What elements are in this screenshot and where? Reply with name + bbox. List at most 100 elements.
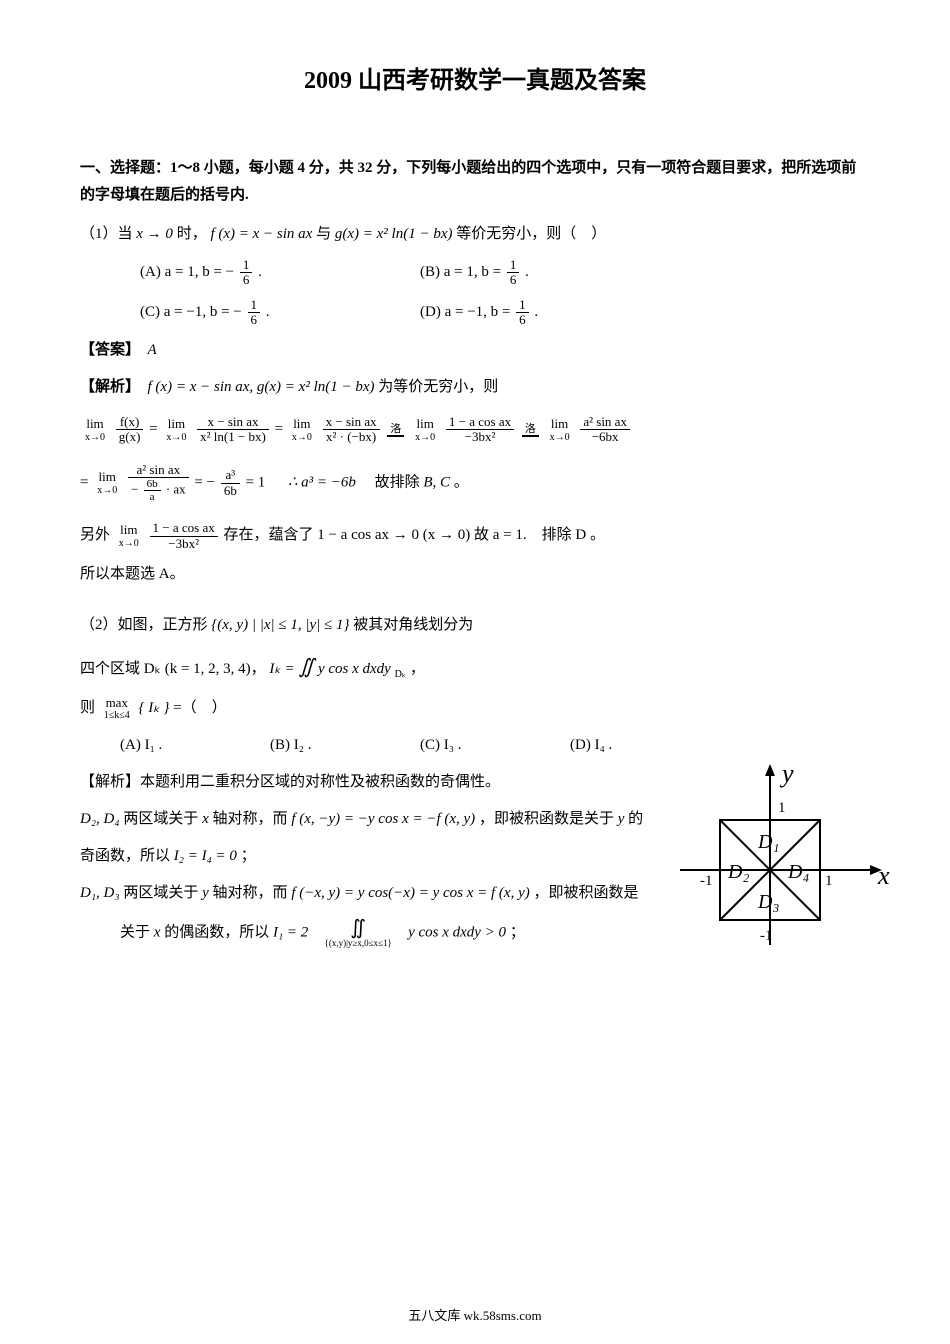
txt: max	[101, 696, 133, 710]
txt: 轴对称，而	[213, 811, 288, 827]
txt: f (x, −y) = −y cos x = −f (x, y)	[291, 811, 475, 827]
x-label: x	[877, 861, 890, 890]
txt: B, C	[423, 474, 450, 490]
frac: x − sin axx² · (−bx)	[323, 415, 380, 445]
tick-1-top: 1	[778, 800, 786, 816]
txt: lim	[163, 417, 189, 431]
q2-stem-l2: 四个区域 Dₖ (k = 1, 2, 3, 4)， Iₖ = ∬ y cos x…	[80, 649, 870, 685]
diagram-svg: y x 1 1 -1 -1 D₁ D₂ D₃ D₄	[660, 760, 890, 960]
txt: lim	[94, 470, 120, 484]
frac: 1 6	[240, 258, 253, 288]
txt: { Iₖ }	[139, 700, 170, 716]
integral-icon: ∬	[322, 917, 395, 939]
txt: ；	[241, 848, 256, 864]
txt: = 1	[246, 474, 266, 490]
txt: 两区域关于	[123, 885, 198, 901]
q1-options-row2: (C) a = −1, b = − 1 6 . (D) a = −1, b = …	[140, 298, 870, 328]
eq: =	[80, 474, 88, 490]
txt: 与	[316, 226, 331, 242]
txt: Iₖ =	[269, 661, 298, 677]
txt: .	[266, 304, 270, 320]
txt: x→0	[547, 432, 573, 443]
int-block: ∬ {(x,y)|y≥x,0≤x≤1}	[322, 917, 395, 949]
den: −6bx	[580, 430, 630, 444]
txt: {(x, y) | |x| ≤ 1, |y| ≤ 1}	[211, 617, 349, 633]
den: 6	[516, 313, 529, 327]
lim: limx→0	[116, 523, 142, 548]
sub: {(x,y)|y≥x,0≤x≤1}	[322, 939, 395, 949]
page-title: 2009 山西考研数学一真题及答案	[80, 60, 870, 95]
txt: g(x) = x² ln(1 − bx)	[335, 226, 453, 242]
eq: =	[149, 421, 157, 437]
txt: I₂ = I₄ = 0	[174, 848, 237, 864]
txt: ∴ a³ = −6b	[288, 474, 356, 490]
num: a² sin ax	[580, 415, 630, 430]
num: 1	[516, 298, 529, 313]
num: 1	[507, 258, 520, 273]
num: f(x)	[116, 415, 144, 430]
analysis-label: 【解析】	[80, 374, 140, 401]
txt: 洛	[387, 423, 404, 435]
txt: 故 a = 1. 排除 D 。	[474, 528, 605, 544]
txt: lim	[412, 417, 438, 431]
txt: x	[202, 811, 209, 827]
txt: .	[258, 264, 262, 280]
txt: y	[618, 811, 625, 827]
den: x² · (−bx)	[323, 430, 380, 444]
txt: I₁ = 2	[273, 924, 308, 940]
frac: 1 6	[507, 258, 520, 288]
frac: x − sin axx² ln(1 − bx)	[197, 415, 269, 445]
txt: =（ ）	[173, 700, 226, 716]
txt: lim	[116, 523, 142, 537]
den: g(x)	[116, 430, 144, 444]
txt: .	[534, 304, 538, 320]
lim: limx→0	[94, 470, 120, 495]
region-d4: D₄	[787, 861, 809, 883]
eq: =	[275, 421, 283, 437]
lim: limx→0	[289, 417, 315, 442]
txt: ，	[410, 661, 425, 677]
txt: ，即被积函数是	[533, 885, 638, 901]
luo: 洛	[387, 423, 404, 437]
opt-b: (B) I₂ .	[270, 732, 420, 759]
txt: 则	[80, 700, 95, 716]
num: 1 − a cos ax	[150, 521, 218, 536]
txt: 1≤k≤4	[101, 710, 133, 721]
txt: ；	[510, 924, 525, 940]
page-footer: 五八文库 wk.58sms.com	[0, 1305, 950, 1324]
luo: 洛	[522, 423, 539, 437]
txt: （1）当	[80, 226, 133, 242]
lim: limx→0	[547, 417, 573, 442]
limit-expression-2: = limx→0 a² sin ax − 6ba · ax = − a³6b =…	[80, 463, 870, 503]
frac: a² sin ax−6bx	[580, 415, 630, 445]
frac: 1 6	[248, 298, 261, 328]
opt-d: (D) I₄ .	[570, 732, 720, 759]
q1-stem: （1）当 x → 0 时， f (x) = x − sin ax 与 g(x) …	[80, 221, 870, 248]
txt: 两区域关于	[123, 811, 198, 827]
lim: limx→0	[163, 417, 189, 442]
so-a: 所以本题选 A。	[80, 561, 870, 588]
num: 1 − a cos ax	[446, 415, 514, 430]
den: −3bx²	[446, 430, 514, 444]
txt: 存在，蕴含了 1 − a cos ax → 0	[223, 528, 419, 544]
q2-options: (A) I₁ . (B) I₂ . (C) I₃ . (D) I₄ .	[120, 732, 870, 759]
frac: a³6b	[221, 468, 240, 498]
max: max1≤k≤4	[101, 696, 133, 721]
den: x² ln(1 − bx)	[197, 430, 269, 444]
txt: (x → 0)	[423, 528, 471, 544]
txt: y	[202, 885, 209, 901]
txt: 故排除	[375, 474, 420, 490]
txt: x→0	[82, 432, 108, 443]
txt: f (x) = x − sin ax	[210, 226, 312, 242]
txt: 的偶函数，所以	[164, 924, 269, 940]
tick-neg1-bottom: -1	[760, 928, 773, 944]
txt: .	[525, 264, 529, 280]
txt: D₂, D₄	[80, 811, 120, 827]
txt: = −	[194, 474, 215, 490]
frac: 1 − a cos ax−3bx²	[446, 415, 514, 445]
txt: 四个区域 Dₖ (k = 1, 2, 3, 4)，	[80, 661, 266, 677]
txt: (C) a = −1, b = −	[140, 304, 242, 320]
answer-label: 【答案】	[80, 337, 140, 364]
txt: 为等价无穷小，则	[378, 379, 498, 395]
txt: 等价无穷小，则（ ）	[456, 226, 606, 242]
